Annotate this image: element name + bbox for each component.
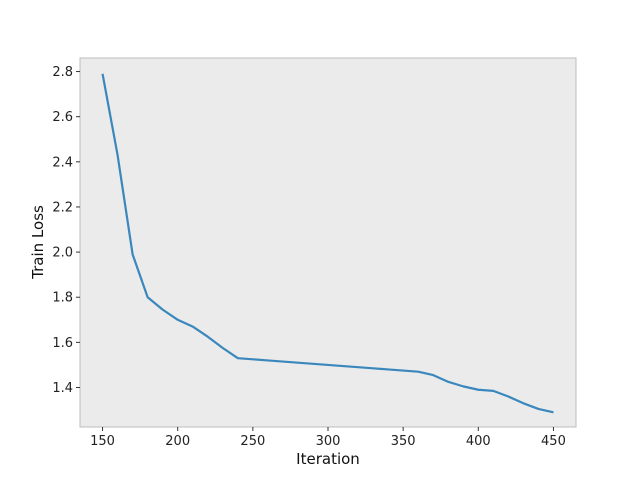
x-axis: 150 200 250 300 350 400 450: [90, 427, 566, 449]
y-tick-label: 2.0: [52, 246, 73, 261]
y-tick-label: 2.2: [52, 200, 73, 215]
train-loss-line: [101, 73, 554, 414]
y-axis-label: Train Loss: [29, 205, 47, 280]
y-tick-label: 2.8: [52, 65, 73, 80]
y-tick-label: 1.8: [52, 291, 73, 306]
x-axis-label: Iteration: [296, 450, 360, 468]
y-tick-label: 1.4: [52, 381, 73, 396]
x-tick-label: 350: [391, 434, 416, 449]
series-layer: [101, 73, 554, 414]
x-tick-label: 200: [165, 434, 190, 449]
x-tick-label: 150: [90, 434, 115, 449]
x-tick-label: 400: [466, 434, 491, 449]
y-tick-label: 1.6: [52, 336, 73, 351]
y-tick-label: 2.4: [52, 155, 73, 170]
y-tick-label: 2.6: [52, 110, 73, 125]
x-tick-label: 250: [240, 434, 265, 449]
y-axis: 1.4 1.6 1.8 2.0 2.2 2.4 2.6 2.8: [52, 65, 80, 396]
x-tick-label: 300: [316, 434, 341, 449]
x-tick-label: 450: [541, 434, 566, 449]
plot-area: [79, 57, 577, 428]
